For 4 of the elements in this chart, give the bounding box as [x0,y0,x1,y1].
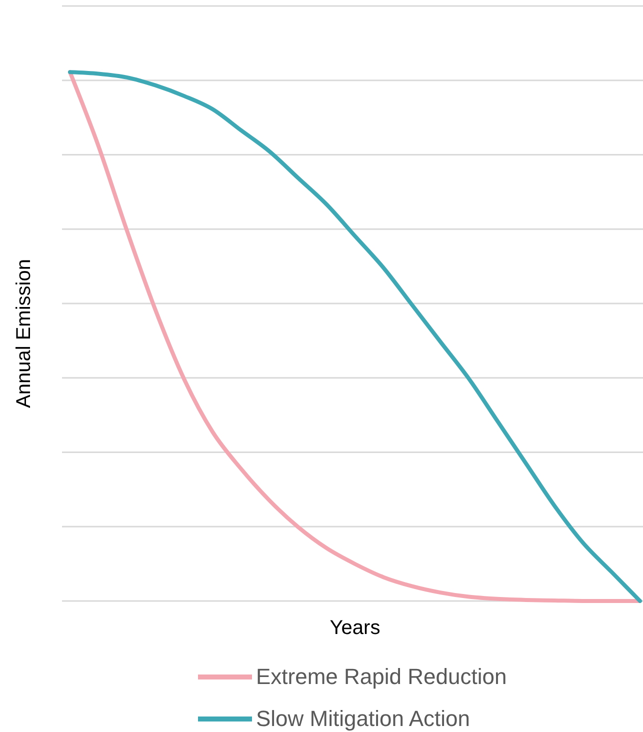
y-axis-title: Annual Emission [13,259,35,408]
legend-label: Extreme Rapid Reduction [256,664,507,689]
x-axis-title: Years [330,617,380,639]
legend-label: Slow Mitigation Action [256,706,470,731]
